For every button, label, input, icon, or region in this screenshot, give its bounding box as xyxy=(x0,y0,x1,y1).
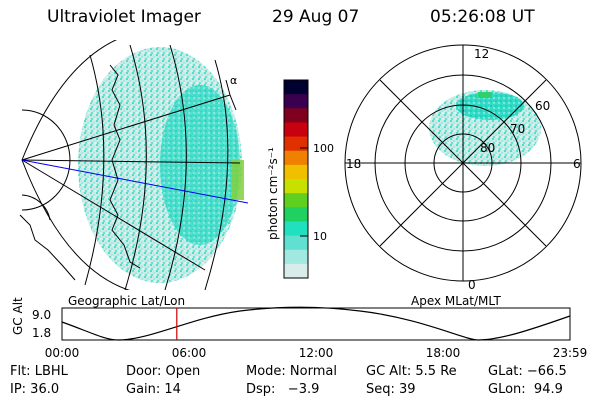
colorbar-segment xyxy=(284,136,308,152)
altitude-xtick: 18:00 xyxy=(426,346,461,360)
status-ip: IP: 36.0 xyxy=(10,382,60,397)
colorbar-segment xyxy=(284,221,308,237)
colorbar-segment xyxy=(284,193,308,208)
mlt-label-12: 12 xyxy=(474,47,489,61)
mlt-label-6: 6 xyxy=(573,157,581,171)
altitude-ylabel: GC Alt xyxy=(11,297,25,335)
coastline xyxy=(19,214,76,281)
colorbar-unit-label: photon cm⁻²s⁻¹ xyxy=(266,147,280,240)
altitude-ytick-low: 1.8 xyxy=(32,326,51,340)
colorbar-segment xyxy=(284,249,308,265)
altitude-xtick: 12:00 xyxy=(299,346,334,360)
left-map-caption: Geographic Lat/Lon xyxy=(68,294,185,308)
status-dsp: Dsp: −3.9 xyxy=(246,382,320,397)
aurora-bright-band-left xyxy=(160,85,240,245)
grid-circle xyxy=(21,194,51,221)
colorbar-segment xyxy=(284,235,308,251)
status-glon: GLon: 94.9 xyxy=(488,382,563,397)
grid-arc xyxy=(204,59,229,290)
colorbar-segment xyxy=(284,94,308,109)
grid-line xyxy=(21,159,206,271)
colorbar-segment xyxy=(284,150,308,166)
observation-time: 05:26:08 UT xyxy=(430,7,535,27)
altitude-xtick: 23:59 xyxy=(553,346,588,360)
mlt-label-18: 18 xyxy=(346,157,361,171)
colorbar-segment xyxy=(284,263,308,279)
altitude-plot-frame xyxy=(61,307,571,341)
altitude-plot xyxy=(61,306,571,341)
status-gain: Gain: 14 xyxy=(126,382,181,397)
coastline xyxy=(109,64,141,269)
geographic-map xyxy=(19,40,249,290)
observation-date: 29 Aug 07 xyxy=(272,7,360,27)
colorbar-segment xyxy=(284,122,308,138)
mlat-label-60: 60 xyxy=(535,99,550,113)
altitude-ytick-high: 9.0 xyxy=(32,308,51,322)
colorbar-frame xyxy=(283,79,309,279)
grid-line xyxy=(21,159,241,164)
status-gc-alt: GC Alt: 5.5 Re xyxy=(366,364,457,379)
colorbar-segment xyxy=(284,207,308,223)
grid-arc xyxy=(21,159,131,290)
colorbar-segment xyxy=(284,164,308,180)
terminator-line xyxy=(21,159,249,204)
grid-arc xyxy=(21,40,118,161)
aurora-peak-right xyxy=(478,92,492,98)
mlat-label-80: 80 xyxy=(480,141,495,155)
colorbar-tick-100: 100 xyxy=(313,142,334,155)
polar-map xyxy=(344,44,582,282)
grid-arc xyxy=(84,54,105,286)
mlt-line xyxy=(379,79,547,247)
colorbar-tick-10: 10 xyxy=(313,230,327,243)
status-door: Door: Open xyxy=(126,364,201,379)
altitude-xtick: 00:00 xyxy=(45,346,80,360)
altitude-xtick: 06:00 xyxy=(172,346,207,360)
mlt-label-0: 0 xyxy=(468,278,476,292)
mlat-label-70: 70 xyxy=(510,122,525,136)
colorbar-segment xyxy=(284,80,308,95)
status-filter: Flt: LBHL xyxy=(10,364,68,379)
colorbar xyxy=(284,80,308,279)
status-mode: Mode: Normal xyxy=(246,364,337,379)
coastline xyxy=(225,79,237,111)
status-seq: Seq: 39 xyxy=(366,382,416,397)
colorbar-segment xyxy=(284,108,308,124)
aurora-bright-band-right xyxy=(456,92,524,120)
colorbar-segment xyxy=(284,179,308,194)
status-glat: GLat: −66.5 xyxy=(488,364,567,379)
grid-line xyxy=(21,94,231,161)
aurora-peak-left xyxy=(232,160,244,200)
grid-arc xyxy=(164,44,187,290)
altitude-curve xyxy=(61,306,571,341)
instrument-title: Ultraviolet Imager xyxy=(47,7,201,27)
grid-arc xyxy=(124,44,147,290)
map-marker-label: α xyxy=(230,74,237,87)
right-map-caption: Apex MLat/MLT xyxy=(411,294,501,308)
